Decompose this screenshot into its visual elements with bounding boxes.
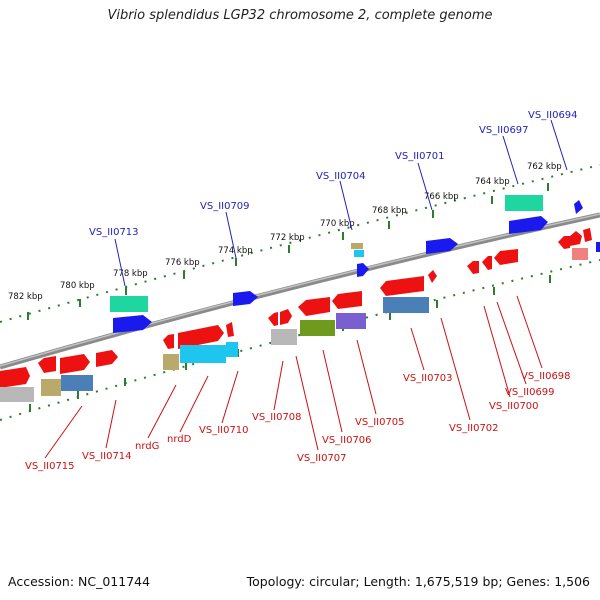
gene-block[interactable] (41, 379, 61, 396)
kbp-label: 778 kbp (113, 269, 148, 279)
bottom-leader-lines (44, 295, 543, 459)
kbp-label: 766 kbp (424, 192, 459, 202)
top-leader-lines (114, 119, 568, 287)
kbp-label: 762 kbp (527, 162, 562, 172)
gene-arrow[interactable] (482, 256, 492, 270)
map-title: Vibrio splendidus LGP32 chromosome 2, co… (107, 8, 493, 23)
gene-arrow[interactable] (178, 325, 224, 349)
accession-text: Accession: NC_011744 (8, 574, 151, 589)
bottom-gene-label: VS_II0706 (322, 435, 372, 446)
bottom-gene-label: VS_II0699 (505, 387, 555, 398)
topology-text: Topology: circular; Length: 1,675,519 bp… (246, 574, 590, 589)
gene-block[interactable] (383, 297, 429, 313)
gene-arrow[interactable] (570, 231, 582, 246)
gene-arrow[interactable] (0, 367, 30, 388)
bottom-gene-label: VS_II0710 (199, 425, 249, 436)
gene-block[interactable] (110, 296, 148, 312)
gene-arrow[interactable] (494, 249, 518, 265)
top-gene-label: VS_II0697 (479, 125, 529, 136)
gene-arrow[interactable] (233, 291, 258, 306)
bottom-gene-label: nrdG (135, 441, 159, 452)
bottom-gene-label: VS_II0703 (403, 373, 453, 384)
gene-arrow[interactable] (558, 236, 570, 249)
bottom-gene-label: nrdD (167, 434, 192, 445)
gene-arrow[interactable] (509, 216, 548, 234)
gene-arrow[interactable] (357, 263, 369, 277)
gene-block[interactable] (163, 354, 179, 370)
gene-block[interactable] (354, 250, 364, 257)
bottom-gene-label: VS_II0708 (252, 412, 302, 423)
top-gene-label: VS_II0713 (89, 227, 139, 238)
kbp-label: 774 kbp (218, 246, 253, 256)
top-gene-label: VS_II0704 (316, 171, 366, 182)
kbp-label: 772 kbp (270, 233, 305, 243)
bottom-gene-label: VS_II0700 (489, 401, 539, 412)
lower-gene-row (0, 297, 429, 402)
bottom-gene-label: VS_II0714 (82, 451, 132, 462)
kbp-label: 770 kbp (320, 219, 355, 229)
top-gene-label: VS_II0694 (528, 110, 578, 121)
gene-block[interactable] (336, 313, 366, 329)
gene-arrow[interactable] (60, 354, 90, 374)
kbp-label: 780 kbp (60, 281, 95, 291)
chromosome-backbone (0, 212, 600, 370)
gene-arrow[interactable] (332, 291, 362, 309)
red-genes-row (0, 228, 600, 388)
gene-arrow[interactable] (298, 297, 330, 316)
gene-arrow[interactable] (113, 315, 152, 333)
upper-blue-genes (113, 200, 583, 333)
bottom-gene-label: VS_II0698 (521, 371, 571, 382)
gene-arrow[interactable] (426, 238, 458, 254)
gene-block[interactable] (226, 342, 238, 357)
gene-block[interactable] (505, 195, 543, 211)
gene-block[interactable] (0, 387, 34, 402)
gene-block[interactable] (572, 248, 588, 260)
kbp-label: 764 kbp (475, 177, 510, 187)
gene-arrow[interactable] (38, 356, 56, 373)
upper-gene-row (110, 195, 543, 312)
upper-major-ticks (27, 183, 549, 320)
bottom-gene-label: VS_II0707 (297, 453, 347, 464)
gene-arrow[interactable] (226, 322, 234, 337)
bottom-gene-label: VS_II0702 (449, 423, 499, 434)
gene-block[interactable] (180, 345, 226, 363)
bottom-gene-label: VS_II0715 (25, 461, 75, 472)
kbp-label: 776 kbp (165, 258, 200, 268)
top-gene-label: VS_II0701 (395, 151, 445, 162)
gene-arrow[interactable] (467, 261, 479, 274)
gene-block[interactable] (351, 243, 363, 249)
gene-arrow[interactable] (280, 309, 292, 325)
kbp-label: 768 kbp (372, 206, 407, 216)
gene-arrow[interactable] (268, 312, 278, 326)
top-gene-label: VS_II0709 (200, 201, 250, 212)
gene-arrow[interactable] (428, 270, 437, 283)
kbp-label: 782 kbp (8, 292, 43, 302)
gene-arrow[interactable] (574, 200, 583, 214)
gene-block[interactable] (300, 320, 335, 336)
bottom-gene-label: VS_II0705 (355, 417, 405, 428)
gene-arrow[interactable] (583, 228, 592, 242)
gene-block[interactable] (271, 329, 297, 345)
gene-block[interactable] (61, 375, 93, 391)
upper-kbp-track (0, 164, 600, 323)
gene-arrow[interactable] (96, 350, 118, 367)
gene-arrow[interactable] (163, 334, 174, 349)
gene-arrow[interactable] (380, 276, 424, 296)
gene-block[interactable] (596, 242, 600, 252)
